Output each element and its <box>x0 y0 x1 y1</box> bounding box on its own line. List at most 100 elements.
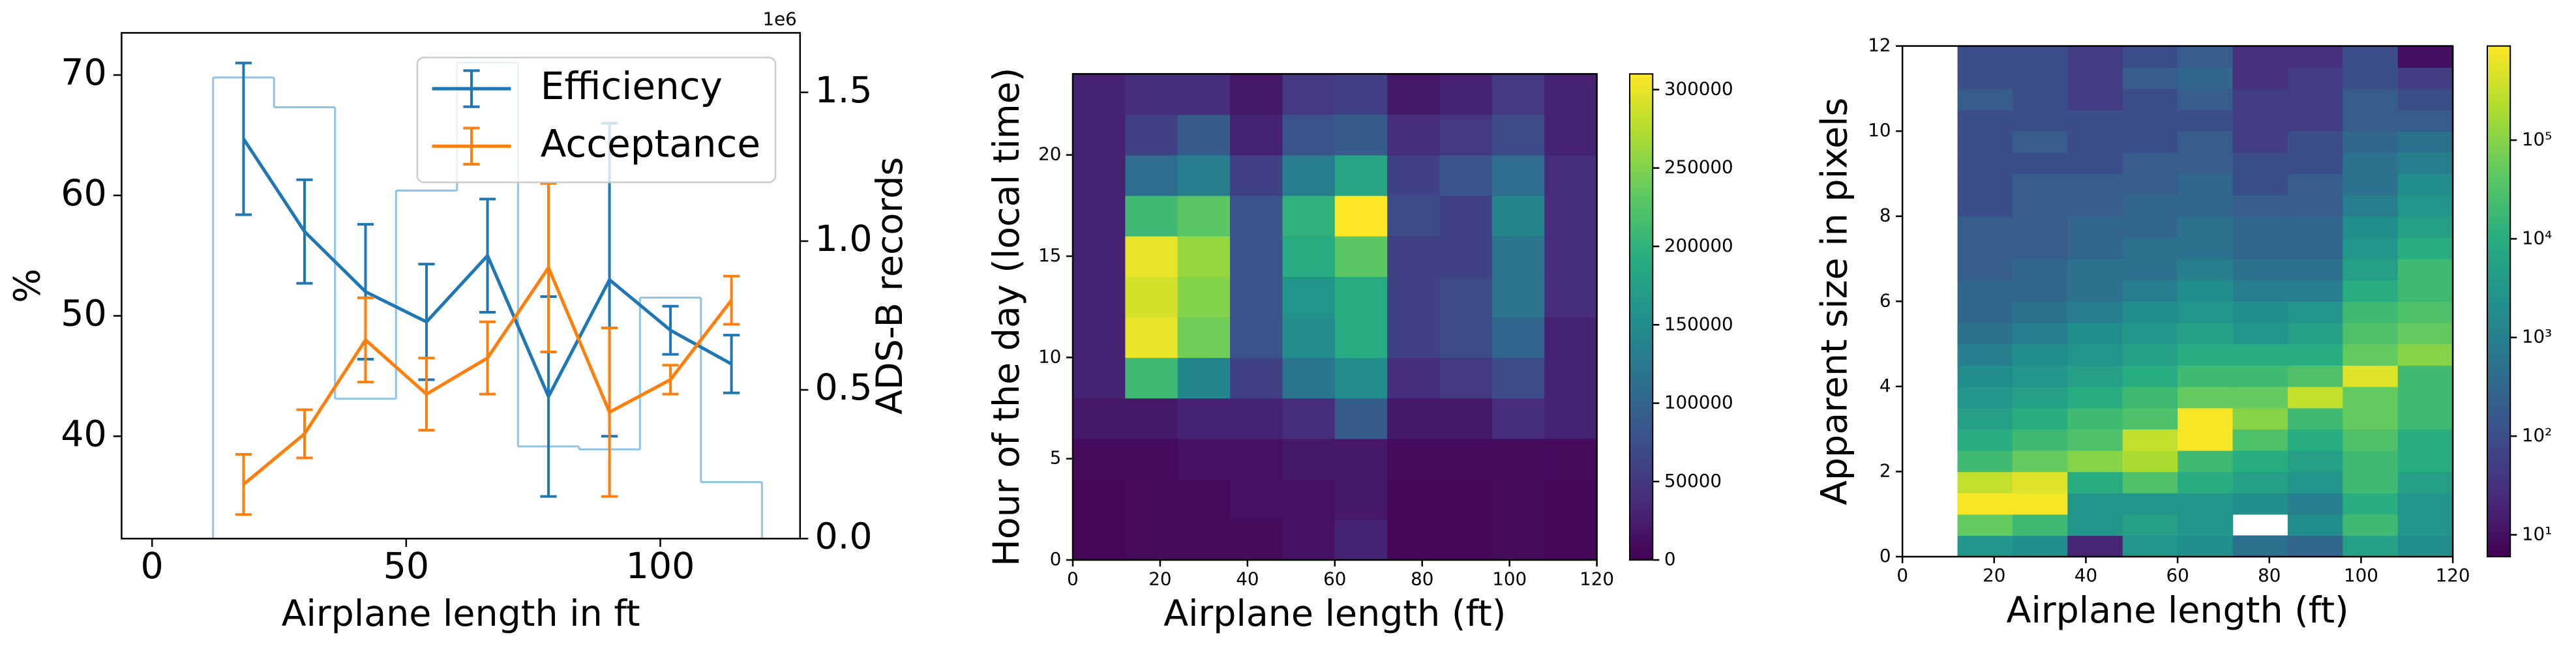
x-tick-label: 80 <box>2258 564 2281 586</box>
x-tick-label: 80 <box>1411 568 1433 589</box>
heatmap-cell <box>1957 429 2013 451</box>
heatmap-cell <box>1387 317 1441 359</box>
heatmap-cell <box>2397 407 2453 430</box>
heatmap-cell <box>1544 114 1598 156</box>
heatmap-cell <box>2343 535 2399 557</box>
heatmap-cell <box>2122 471 2178 493</box>
heatmap-cell <box>2012 259 2069 281</box>
heatmap-cell <box>2012 216 2069 239</box>
heatmap-cell <box>2067 110 2123 132</box>
heatmap-cell <box>2397 88 2453 111</box>
heatmap-cell <box>2287 344 2344 366</box>
heatmap-cell <box>2232 173 2288 196</box>
heatmap-cell <box>1282 398 1336 439</box>
heatmap-cell <box>2122 173 2178 196</box>
heatmap-cell <box>2178 173 2234 196</box>
heatmap-cell <box>2178 493 2234 515</box>
heatmap-cell <box>2067 67 2123 89</box>
y2-offset-label: 1e6 <box>762 8 796 29</box>
heatmap-cell <box>1957 110 2013 132</box>
y2-tick-label: 0.5 <box>815 367 872 409</box>
heatmap-cell <box>2343 173 2399 196</box>
heatmap-cell <box>2343 429 2399 451</box>
heatmap-cell <box>2343 365 2399 387</box>
x-tick-label: 100 <box>1492 568 1527 589</box>
heatmap-cell <box>1230 74 1283 115</box>
heatmap-cell <box>1957 493 2013 515</box>
x-tick-label: 40 <box>1236 568 1259 589</box>
x-tick-label: 100 <box>2344 564 2378 586</box>
heatmap-cell <box>2067 344 2123 366</box>
error-bar <box>540 182 557 353</box>
heatmap-cell <box>2232 407 2288 430</box>
colorbar-tick-label: 0 <box>1664 548 1676 570</box>
heatmap-cell <box>2397 493 2453 515</box>
y-tick-label: 0 <box>1880 545 1891 566</box>
x-tick-label: 120 <box>1580 568 1614 589</box>
heatmap-cell <box>2287 131 2344 153</box>
y-tick-label: 12 <box>1868 35 1891 56</box>
heatmap-cell <box>2343 152 2399 175</box>
heatmap-cell <box>2012 322 2069 345</box>
heatmap-cell <box>2178 344 2234 366</box>
heatmap-cell <box>1334 195 1388 237</box>
heatmap-cell <box>2067 322 2123 345</box>
heatmap-cell <box>1177 154 1231 196</box>
heatmap-cell <box>2122 386 2178 409</box>
heatmap-cell <box>1439 235 1493 277</box>
x-axis-label: Airplane length (ft) <box>2007 590 2349 632</box>
heatmap-cell <box>2343 493 2399 515</box>
heatmap-cell <box>2232 195 2288 217</box>
heatmap-cell <box>1072 276 1126 317</box>
colorbar-tick-label: 100000 <box>1664 392 1733 413</box>
heatmap-cell <box>1439 438 1493 480</box>
heatmap-cell <box>1387 276 1441 317</box>
heatmap-cell <box>1439 478 1493 520</box>
heatmap-cell <box>2343 344 2399 366</box>
heatmap-cell <box>1334 357 1388 399</box>
heatmap-cell <box>2178 259 2234 281</box>
heatmap-cell <box>2397 152 2453 175</box>
y-tick-label: 4 <box>1880 375 1891 396</box>
heatmap-cell <box>1177 235 1231 277</box>
y-tick-label: 50 <box>61 293 107 335</box>
colorbar-tick-label: 300000 <box>1664 78 1733 99</box>
x-tick-label: 20 <box>1983 564 2005 586</box>
x-tick-label: 60 <box>1323 568 1346 589</box>
heatmap-cell <box>1334 478 1388 520</box>
heatmap-cell <box>2067 173 2123 196</box>
heatmap-cell <box>2397 344 2453 366</box>
heatmap-cell <box>2287 67 2344 89</box>
heatmap-cell <box>1230 398 1283 439</box>
error-bar <box>479 198 496 314</box>
heatmap-cell <box>2287 386 2344 409</box>
heatmap-cell <box>1491 154 1545 196</box>
x-tick-label: 120 <box>2436 564 2470 586</box>
heatmap-cell <box>1230 154 1283 196</box>
heatmap-cell <box>1230 478 1283 520</box>
y-tick-label: 70 <box>61 52 107 94</box>
heatmap-cell <box>1957 280 2013 302</box>
heatmap-cell <box>1282 519 1336 561</box>
heatmap-cell <box>1125 235 1178 277</box>
heatmap-cell <box>1230 276 1283 317</box>
heatmap-cell <box>2397 365 2453 387</box>
y-tick-label: 60 <box>61 173 107 214</box>
heatmap-cell <box>2397 514 2453 536</box>
heatmap-cell <box>1544 357 1598 399</box>
heatmap-cell <box>2397 386 2453 409</box>
heatmap-cell <box>1439 519 1493 561</box>
heatmap-cell <box>2287 110 2344 132</box>
heatmap-cell <box>2232 301 2288 323</box>
y-axis-label: % <box>7 269 48 303</box>
heatmap-cell <box>2287 450 2344 473</box>
heatmap-cell <box>1544 235 1598 277</box>
heatmap-cell <box>1439 276 1493 317</box>
heatmap-cell <box>2178 131 2234 153</box>
heatmap-cell <box>1957 407 2013 430</box>
heatmap-cell <box>1334 398 1388 439</box>
heatmap-cell <box>1491 114 1545 156</box>
heatmap-cell <box>1957 365 2013 387</box>
heatmap-cell <box>2178 535 2234 557</box>
heatmap-cell <box>1177 357 1231 399</box>
